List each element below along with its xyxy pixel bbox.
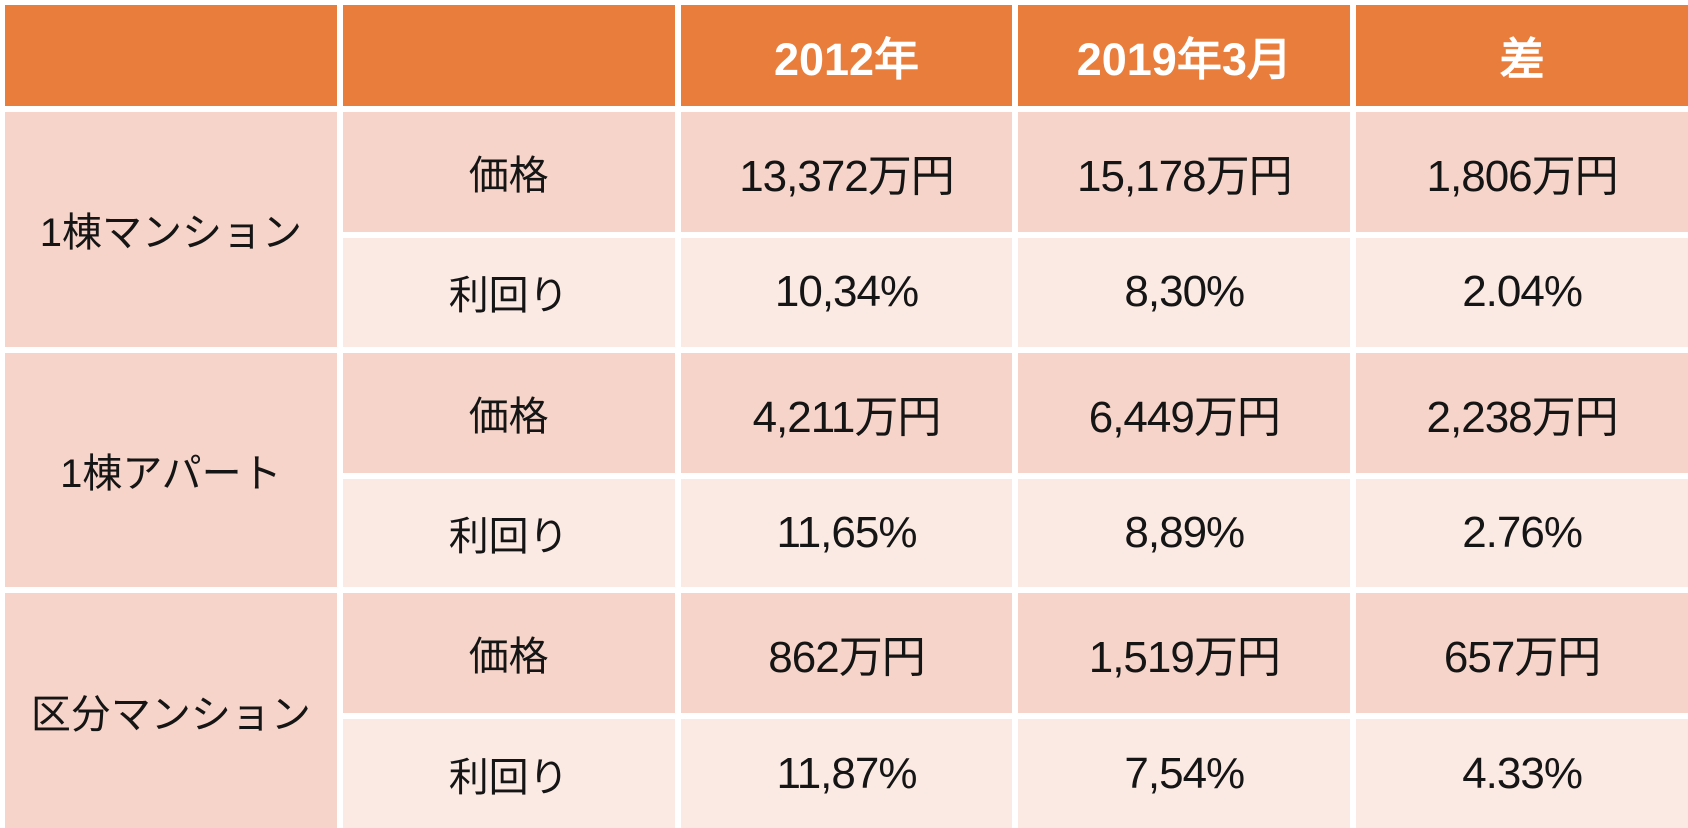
value-2019: 6,449万円 — [1018, 352, 1351, 473]
table-row: 利回り 10,34% 8,30% 2.04% — [5, 237, 1688, 347]
value-2019: 15,178万円 — [1018, 112, 1351, 232]
metric-label-yield: 利回り — [342, 719, 675, 828]
header-cell-2019-march: 2019年3月 — [1018, 5, 1351, 106]
table-header-row: 2012年 2019年3月 差 — [5, 5, 1688, 106]
value-2012: 862万円 — [680, 593, 1013, 714]
header-cell-blank-category — [5, 5, 337, 106]
metric-label-yield: 利回り — [342, 237, 675, 347]
table-row: 1棟マンション 価格 13,372万円 15,178万円 1,806万円 — [5, 112, 1688, 347]
metric-label-yield: 利回り — [342, 478, 675, 588]
header-cell-difference: 差 — [1356, 5, 1688, 106]
metric-label-price: 価格 — [342, 593, 675, 714]
table-row: 利回り 11,65% 8,89% 2.76% — [5, 478, 1688, 588]
value-2019: 7,54% — [1018, 719, 1351, 828]
table-row: 利回り 11,87% 7,54% 4.33% — [5, 719, 1688, 828]
value-difference: 657万円 — [1356, 593, 1688, 714]
value-2019: 8,30% — [1018, 237, 1351, 347]
table-row: 1棟アパート 価格 4,211万円 6,449万円 2,238万円 — [5, 352, 1688, 588]
metric-label-price: 価格 — [342, 112, 675, 232]
metric-label-price: 価格 — [342, 352, 675, 473]
value-2012: 10,34% — [680, 237, 1013, 347]
header-cell-2012: 2012年 — [680, 5, 1013, 106]
table-row: 区分マンション 価格 862万円 1,519万円 657万円 — [5, 593, 1688, 828]
value-2012: 11,87% — [680, 719, 1013, 828]
value-2019: 8,89% — [1018, 478, 1351, 588]
value-difference: 1,806万円 — [1356, 112, 1688, 232]
value-2019: 1,519万円 — [1018, 593, 1351, 714]
value-2012: 4,211万円 — [680, 352, 1013, 473]
value-2012: 11,65% — [680, 478, 1013, 588]
group-label-apartment: 1棟アパート — [5, 352, 337, 588]
value-difference: 4.33% — [1356, 719, 1688, 828]
header-cell-blank-metric — [342, 5, 675, 106]
group-label-mansion: 1棟マンション — [5, 112, 337, 347]
value-difference: 2.04% — [1356, 237, 1688, 347]
value-difference: 2,238万円 — [1356, 352, 1688, 473]
value-difference: 2.76% — [1356, 478, 1688, 588]
value-2012: 13,372万円 — [680, 112, 1013, 232]
group-label-kubun-mansion: 区分マンション — [5, 593, 337, 828]
